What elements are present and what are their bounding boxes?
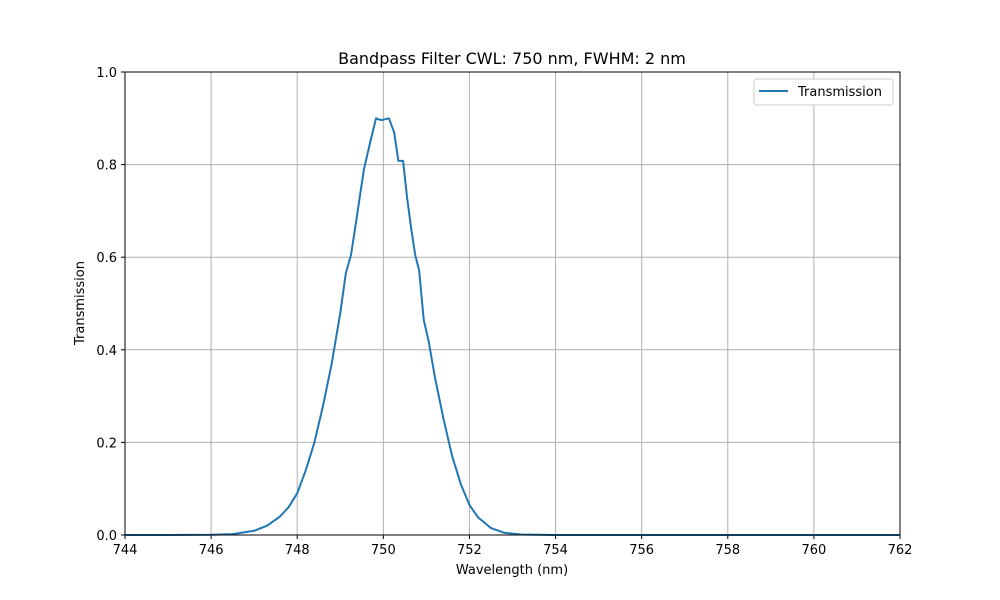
y-tick-label: 0.4 bbox=[96, 344, 117, 359]
y-tick-label: 1.0 bbox=[96, 66, 117, 81]
y-tick-label: 0.2 bbox=[96, 436, 117, 451]
chart-title: Bandpass Filter CWL: 750 nm, FWHM: 2 nm bbox=[338, 49, 686, 68]
y-tick-label: 0.6 bbox=[96, 251, 117, 266]
x-tick-label: 748 bbox=[285, 543, 310, 558]
legend: Transmission bbox=[753, 78, 894, 106]
x-tick-label: 746 bbox=[199, 543, 224, 558]
legend-box bbox=[753, 78, 894, 106]
x-axis-label: Wavelength (nm) bbox=[456, 563, 568, 578]
transmission-line bbox=[125, 117, 900, 536]
y-axis-ticks: 0.0 0.2 0.4 0.6 0.8 1.0 bbox=[96, 66, 125, 544]
x-tick-label: 744 bbox=[113, 543, 138, 558]
y-tick-label: 0.0 bbox=[96, 529, 117, 544]
x-tick-label: 754 bbox=[543, 543, 568, 558]
x-tick-label: 752 bbox=[457, 543, 482, 558]
y-tick-label: 0.8 bbox=[96, 159, 117, 174]
y-axis-label: Transmission bbox=[73, 261, 88, 346]
x-tick-label: 756 bbox=[629, 543, 654, 558]
x-tick-label: 760 bbox=[801, 543, 826, 558]
x-tick-label: 750 bbox=[371, 543, 396, 558]
x-tick-label: 762 bbox=[888, 543, 913, 558]
legend-label: Transmission bbox=[797, 85, 882, 100]
x-axis-ticks: 744 746 748 750 752 754 756 758 760 762 bbox=[113, 535, 913, 558]
plot-frame bbox=[124, 71, 901, 536]
x-tick-label: 758 bbox=[715, 543, 740, 558]
